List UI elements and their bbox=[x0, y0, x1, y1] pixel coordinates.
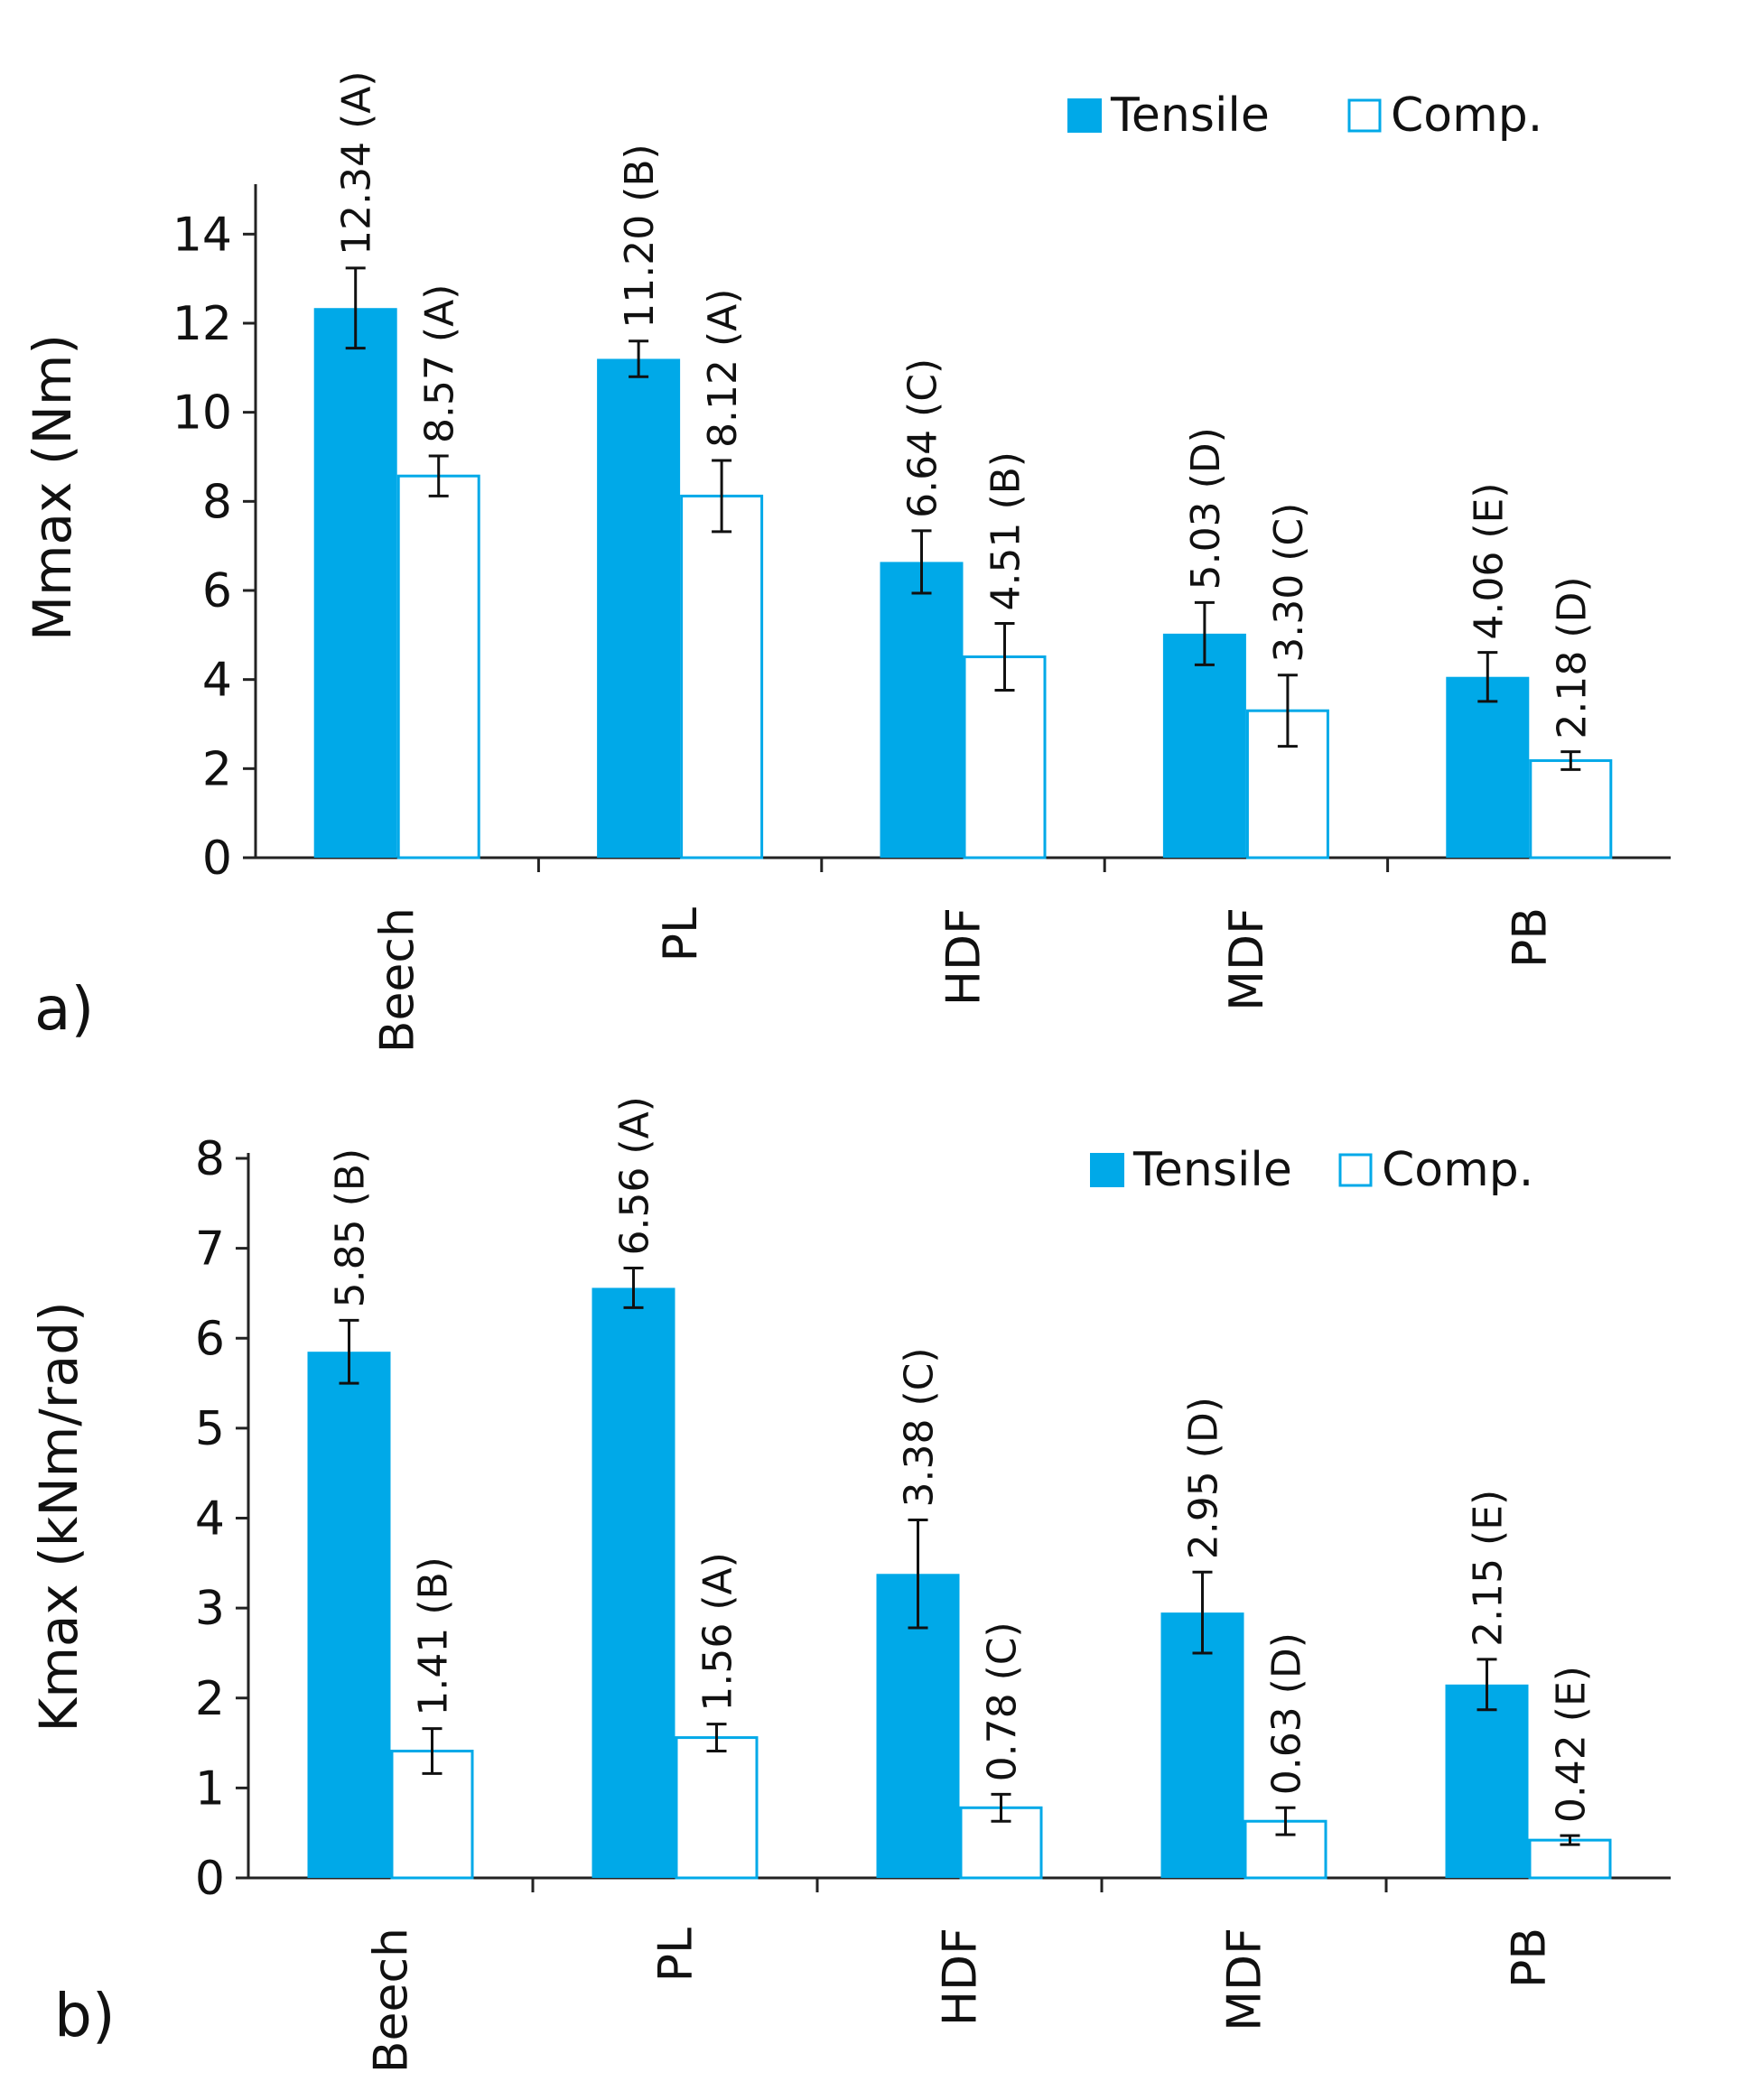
category-label-pb: PB bbox=[1503, 1928, 1557, 1988]
category-label-pb: PB bbox=[1503, 907, 1557, 968]
error-bar-tensile-hdf bbox=[911, 529, 932, 595]
legend-label-tensile: Tensile bbox=[1132, 1143, 1292, 1197]
data-label-comp-mdf: 0.63 (D) bbox=[1264, 1632, 1310, 1795]
y-tick-label: 4 bbox=[202, 654, 232, 708]
y-tick-label: 3 bbox=[195, 1582, 225, 1636]
data-label-tensile-pl: 6.56 (A) bbox=[612, 1096, 658, 1255]
data-label-comp-beech: 1.41 (B) bbox=[411, 1556, 457, 1715]
error-bar-comp-hdf bbox=[991, 1792, 1011, 1823]
error-bar-comp-hdf bbox=[994, 622, 1015, 692]
error-bar-tensile-hdf bbox=[908, 1518, 928, 1630]
y-tick-label: 6 bbox=[202, 564, 232, 618]
error-bar-tensile-pb bbox=[1477, 651, 1498, 703]
y-tick-label: 8 bbox=[202, 475, 232, 529]
data-label-comp-mdf: 3.30 (C) bbox=[1266, 503, 1312, 663]
error-bar-comp-pl bbox=[712, 459, 732, 534]
bar-comp-pl bbox=[680, 494, 764, 860]
error-bar-comp-mdf bbox=[1275, 1806, 1296, 1836]
error-bar-tensile-mdf bbox=[1194, 600, 1215, 666]
bar-tensile-pb bbox=[1446, 676, 1530, 858]
data-label-comp-pb: 2.18 (D) bbox=[1549, 576, 1595, 739]
error-bar-tensile-pl bbox=[629, 339, 649, 378]
chart-panel-1: 0 2 4 6 8 10 12 14 12.34 (A) 8.57 (A) Beech 11.20 (… bbox=[22, 70, 1671, 1053]
error-bar-tensile-beech bbox=[345, 266, 366, 350]
y-tick-label: 0 bbox=[195, 1852, 225, 1906]
data-label-tensile-beech: 12.34 (A) bbox=[334, 70, 380, 255]
legend-label-tensile: Tensile bbox=[1110, 88, 1270, 143]
bar-tensile-mdf bbox=[1160, 1612, 1244, 1878]
data-label-tensile-hdf: 6.64 (C) bbox=[900, 358, 946, 518]
bar-comp-pl bbox=[675, 1736, 759, 1880]
legend-swatch-comp bbox=[1338, 1153, 1373, 1187]
bar-tensile-pb bbox=[1445, 1684, 1529, 1878]
legend-label-comp: Comp. bbox=[1391, 88, 1542, 143]
panel-label: b) bbox=[54, 1981, 116, 2050]
bar-comp-pb bbox=[1529, 758, 1613, 860]
y-tick-label: 10 bbox=[172, 386, 232, 441]
y-tick-label: 12 bbox=[172, 297, 232, 351]
error-bar-tensile-pl bbox=[623, 1267, 644, 1309]
error-bar-comp-pb bbox=[1560, 1834, 1580, 1846]
error-bar-comp-mdf bbox=[1277, 674, 1298, 748]
y-tick-label: 1 bbox=[195, 1761, 225, 1816]
y-axis-title: Mmax (Nm) bbox=[22, 334, 83, 641]
data-label-comp-pl: 1.56 (A) bbox=[695, 1552, 741, 1711]
data-label-tensile-pb: 4.06 (E) bbox=[1466, 482, 1512, 639]
error-bar-comp-beech bbox=[422, 1727, 442, 1775]
legend-label-comp: Comp. bbox=[1382, 1143, 1533, 1197]
error-bar-tensile-pb bbox=[1477, 1658, 1497, 1712]
category-label-pl: PL bbox=[654, 907, 708, 962]
data-label-tensile-pb: 2.15 (E) bbox=[1466, 1490, 1512, 1647]
data-label-comp-hdf: 0.78 (C) bbox=[980, 1621, 1026, 1781]
legend: Tensile Comp. bbox=[1067, 88, 1542, 143]
category-label-hdf: HDF bbox=[937, 907, 992, 1006]
bar-tensile-pl bbox=[592, 1287, 675, 1878]
legend-swatch-tensile bbox=[1067, 98, 1102, 133]
y-tick-label: 5 bbox=[195, 1402, 225, 1456]
bar-tensile-pl bbox=[597, 358, 681, 858]
data-label-tensile-pl: 11.20 (B) bbox=[617, 144, 663, 328]
y-tick-label: 0 bbox=[202, 832, 232, 886]
y-tick-label: 8 bbox=[195, 1132, 225, 1186]
data-label-comp-pb: 0.42 (E) bbox=[1549, 1666, 1595, 1823]
category-label-beech: Beech bbox=[365, 1928, 419, 2073]
y-tick-label: 6 bbox=[195, 1312, 225, 1366]
y-tick-label: 7 bbox=[195, 1222, 225, 1277]
error-bar-tensile-mdf bbox=[1192, 1570, 1213, 1655]
category-label-hdf: HDF bbox=[934, 1928, 988, 2026]
bar-tensile-beech bbox=[307, 1352, 391, 1878]
category-label-pl: PL bbox=[649, 1928, 703, 1982]
data-label-comp-hdf: 4.51 (B) bbox=[983, 451, 1029, 610]
bar-comp-pb bbox=[1528, 1838, 1612, 1880]
data-label-tensile-mdf: 2.95 (D) bbox=[1181, 1397, 1227, 1559]
category-label-beech: Beech bbox=[371, 907, 425, 1053]
bar-comp-beech bbox=[396, 474, 480, 860]
legend: Tensile Comp. bbox=[1090, 1143, 1533, 1197]
category-label-mdf: MDF bbox=[1218, 1928, 1272, 2031]
error-bar-tensile-beech bbox=[339, 1318, 359, 1385]
bar-tensile-beech bbox=[313, 308, 397, 858]
y-tick-label: 14 bbox=[172, 208, 232, 262]
chart-panel-2: 0 1 2 3 4 5 6 7 8 5.85 (B) 1.41 (B) Beech 6.56 (A) 1.… bbox=[28, 1096, 1671, 2073]
bar-tensile-mdf bbox=[1162, 633, 1246, 858]
data-label-tensile-beech: 5.85 (B) bbox=[328, 1148, 374, 1307]
bar-tensile-hdf bbox=[880, 562, 964, 858]
error-bar-comp-beech bbox=[428, 454, 449, 497]
error-bar-comp-pb bbox=[1560, 750, 1581, 771]
y-tick-label: 2 bbox=[195, 1672, 225, 1726]
y-axis-title: Kmax (kNm/rad) bbox=[28, 1301, 89, 1732]
panel-label: a) bbox=[34, 974, 94, 1044]
legend-swatch-tensile bbox=[1090, 1153, 1124, 1187]
data-label-comp-pl: 8.12 (A) bbox=[700, 289, 746, 448]
category-label-mdf: MDF bbox=[1220, 907, 1274, 1011]
legend-swatch-comp bbox=[1347, 98, 1382, 133]
y-tick-label: 4 bbox=[195, 1492, 225, 1547]
y-tick-label: 2 bbox=[202, 742, 232, 796]
data-label-comp-beech: 8.57 (A) bbox=[417, 284, 463, 443]
data-label-tensile-mdf: 5.03 (D) bbox=[1183, 427, 1229, 590]
error-bar-comp-pl bbox=[706, 1723, 727, 1753]
data-label-tensile-hdf: 3.38 (C) bbox=[897, 1347, 943, 1507]
